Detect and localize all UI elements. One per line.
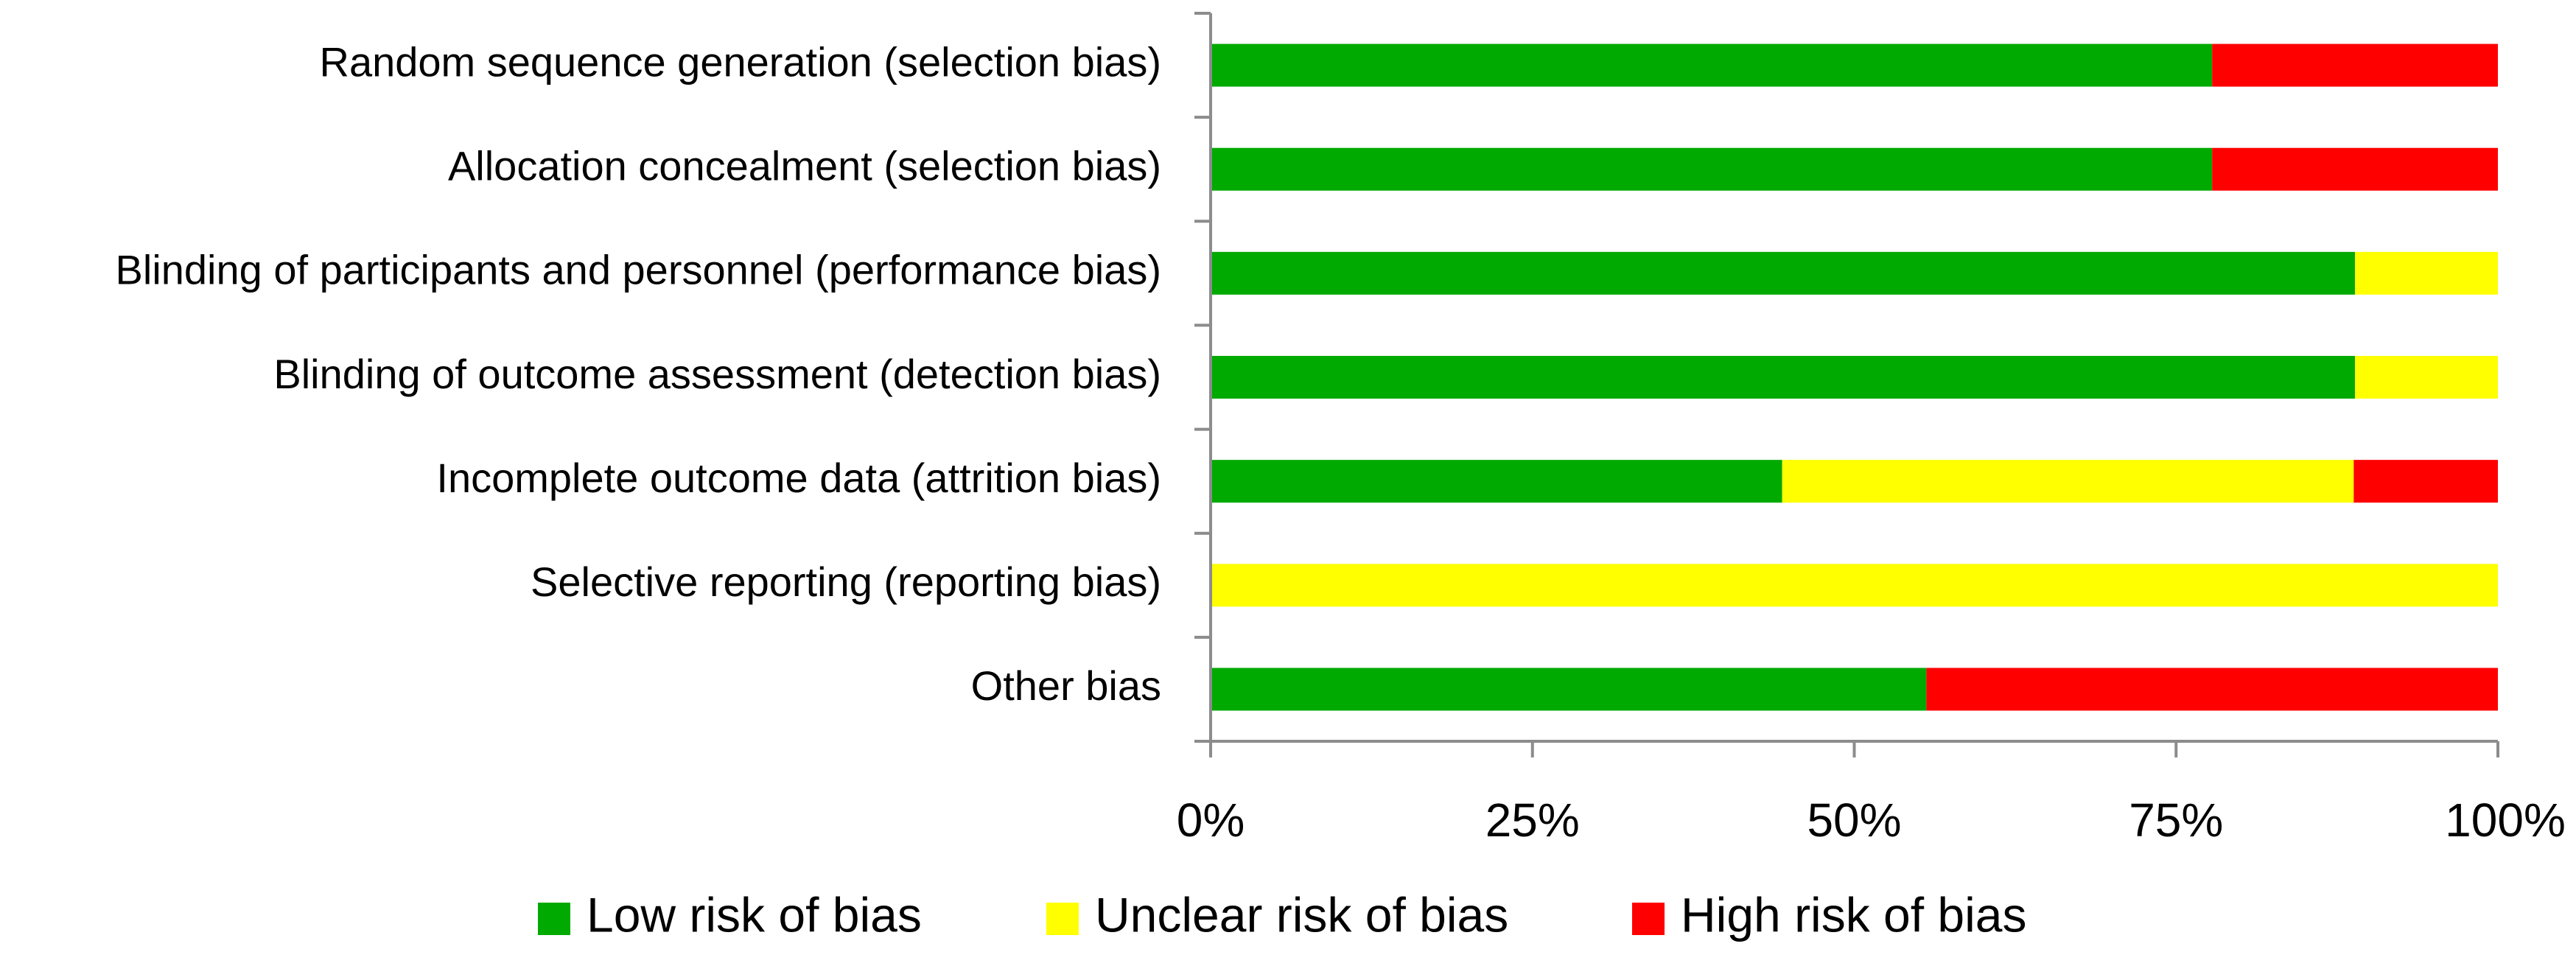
bar-4-series-1 (1211, 356, 2356, 399)
x-tick-labels: 0% 25% 50% 75% 100% (1177, 794, 2566, 847)
x-tick-label-2: 50% (1807, 794, 1901, 847)
legend-label-3: High risk of bias (1681, 887, 2027, 942)
category-label-2: Allocation concealment (selection bias) (448, 143, 1161, 189)
bar-5-series-1 (1211, 460, 1782, 503)
category-label-7: Other bias (971, 662, 1161, 709)
bar-3-series-1 (1211, 251, 2356, 295)
legend-label-1: Low risk of bias (587, 887, 922, 942)
bar-area (1211, 43, 2498, 711)
category-label-5: Incomplete outcome data (attrition bias) (436, 455, 1161, 501)
bar-2-series-3 (2212, 147, 2498, 191)
category-label-6: Selective reporting (reporting bias) (531, 559, 1161, 605)
bar-3-series-2 (2355, 251, 2498, 295)
bar-6-series-2 (1211, 564, 2498, 607)
bar-2-series-1 (1211, 147, 2213, 191)
legend-swatch-3 (1632, 903, 1665, 935)
x-tick-label-4: 100% (2445, 794, 2566, 847)
bar-5-series-2 (1782, 460, 2354, 503)
bar-7-series-1 (1211, 668, 1927, 711)
axes (1194, 12, 2499, 757)
category-label-1: Random sequence generation (selection bi… (320, 38, 1161, 85)
category-label-4: Blinding of outcome assessment (detectio… (273, 351, 1161, 397)
bar-4-series-2 (2355, 356, 2498, 399)
bar-7-series-3 (1926, 668, 2498, 711)
legend: Low risk of bias Unclear risk of bias High… (538, 887, 2027, 942)
bar-1-series-3 (2212, 43, 2498, 87)
category-label-3: Blinding of participants and personnel (… (116, 247, 1161, 293)
bar-1-series-1 (1211, 43, 2213, 87)
legend-label-2: Unclear risk of bias (1095, 887, 1508, 942)
legend-swatch-2 (1046, 903, 1079, 935)
x-tick-label-3: 75% (2129, 794, 2223, 847)
x-tick-label-0: 0% (1177, 794, 1245, 847)
legend-swatch-1 (538, 903, 570, 935)
x-tick-label-1: 25% (1485, 794, 1580, 847)
category-labels: Random sequence generation (selection bi… (116, 38, 1161, 709)
bar-5-series-3 (2353, 460, 2498, 503)
